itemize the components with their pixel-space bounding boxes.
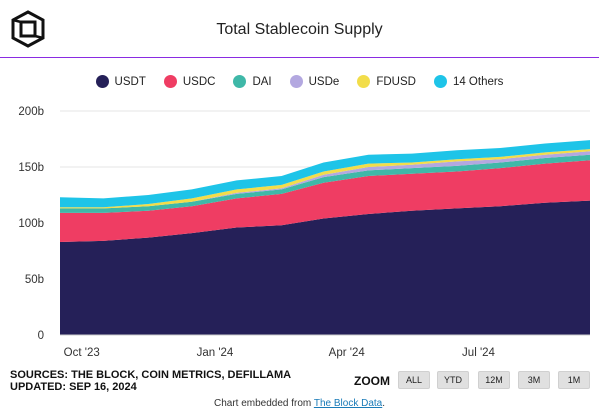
- y-tick-label: 50b: [25, 274, 44, 286]
- zoom-3m-button[interactable]: 3M: [518, 371, 550, 389]
- x-tick-label: Jul '24: [462, 347, 495, 359]
- zoom-all-button[interactable]: ALL: [398, 371, 430, 389]
- series-area-usdc: [60, 160, 590, 242]
- y-tick-label: 200b: [18, 106, 44, 118]
- x-tick-label: Jan '24: [197, 347, 234, 359]
- stacked-area-chart: 0 50b 100b 150b 200b Oct '23 Jan '24 Apr '24 Jul…: [18, 106, 590, 359]
- zoom-label: ZOOM: [354, 374, 390, 388]
- header-divider: [0, 57, 599, 58]
- legend-swatch: [433, 75, 447, 88]
- series-area-14-others: [60, 140, 590, 208]
- legend-label: USDe: [308, 75, 340, 88]
- series-area-usde: [60, 151, 590, 209]
- legend-item-dai[interactable]: DAI: [233, 75, 272, 88]
- legend-label: USDC: [182, 75, 216, 88]
- legend-label: 14 Others: [452, 75, 504, 88]
- legend-item-usdt[interactable]: USDT: [95, 75, 146, 88]
- the-block-data-link[interactable]: The Block Data: [313, 398, 383, 409]
- legend-item-usdc[interactable]: USDC: [163, 75, 216, 88]
- embed-footer: Chart embedded from The Block Data.: [0, 398, 599, 409]
- y-tick-label: 0: [38, 330, 44, 342]
- legend-label: FDUSD: [376, 75, 416, 88]
- series-area-fdusd: [60, 149, 590, 209]
- updated-line: UPDATED: SEP 16, 2024: [10, 381, 137, 393]
- legend-swatch: [357, 75, 371, 88]
- legend-item-usde[interactable]: USDe: [289, 75, 340, 88]
- chart-legend: USDT USDC DAI USDe FDUSD 14 Others: [0, 75, 599, 88]
- sources-note: SOURCES: THE BLOCK, COIN METRICS, DEFILL…: [10, 369, 291, 393]
- y-tick-label: 150b: [18, 162, 44, 174]
- legend-swatch: [289, 75, 303, 88]
- legend-swatch: [163, 75, 177, 88]
- legend-item-fdusd[interactable]: FDUSD: [357, 75, 416, 88]
- y-tick-label: 100b: [18, 218, 44, 230]
- the-block-logo-icon: [11, 10, 45, 48]
- legend-label: USDT: [114, 75, 146, 88]
- x-tick-label: Apr '24: [329, 347, 366, 359]
- legend-swatch: [95, 75, 109, 88]
- x-tick-label: Oct '23: [64, 347, 100, 359]
- legend-item-14-others[interactable]: 14 Others: [433, 75, 504, 88]
- footer-text: Chart embedded from: [213, 398, 314, 409]
- zoom-1m-button[interactable]: 1M: [558, 371, 590, 389]
- series-area-usdt: [60, 200, 590, 335]
- footer-end: .: [382, 398, 386, 409]
- chart-header: Total Stablecoin Supply: [0, 0, 599, 58]
- legend-swatch: [233, 75, 247, 88]
- series-area-dai: [60, 154, 590, 213]
- legend-label: DAI: [252, 75, 272, 88]
- chart-title: Total Stablecoin Supply: [216, 21, 383, 38]
- sources-line: SOURCES: THE BLOCK, COIN METRICS, DEFILL…: [10, 369, 292, 381]
- zoom-12m-button[interactable]: 12M: [478, 371, 510, 389]
- zoom-ytd-button[interactable]: YTD: [437, 371, 469, 389]
